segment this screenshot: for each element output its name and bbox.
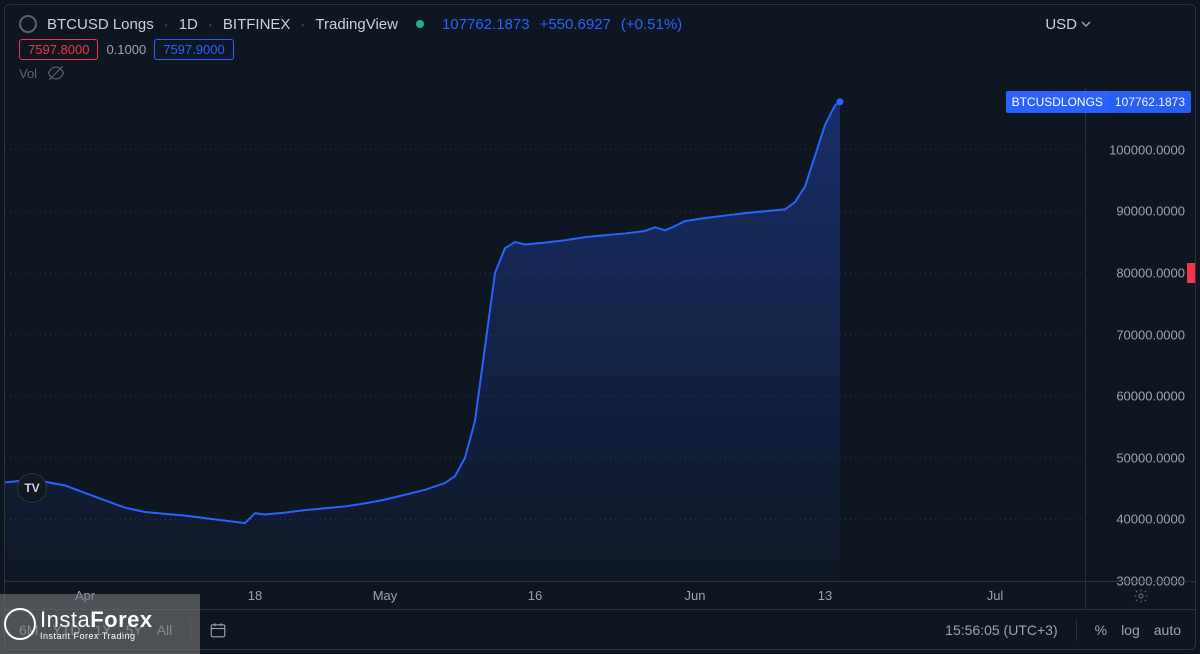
watermark: InstaForex Instant Forex Trading [0,594,200,654]
watermark-brand-b: Forex [90,607,152,632]
chart-svg [5,88,1085,581]
dot-sep: · [300,16,305,33]
bid-price[interactable]: 7597.8000 [19,39,98,60]
y-tick-label: 50000.0000 [1116,450,1185,465]
last-price: 107762.1873 [442,16,530,33]
y-tick-label: 40000.0000 [1116,512,1185,527]
watermark-brand-a: Insta [40,607,90,632]
provider: TradingView [315,16,398,33]
exchange: BITFINEX [223,16,291,33]
y-tick-label: 100000.0000 [1109,142,1185,157]
opt-log[interactable]: log [1121,622,1140,638]
change-abs: +550.6927 [540,16,611,33]
dot-sep: · [208,16,213,33]
clock[interactable]: 15:56:05 (UTC+3) [945,622,1057,638]
x-tick-label: Jul [987,588,1004,603]
divider [1076,619,1077,641]
spread-value: 0.1000 [106,42,146,57]
currency-selector[interactable]: USD [1045,16,1091,33]
x-tick-label: 16 [528,588,542,603]
vol-label: Vol [19,66,37,81]
y-tick-label: 60000.0000 [1116,389,1185,404]
x-tick-label: 18 [248,588,262,603]
x-tick-label: May [373,588,398,603]
gear-icon [1133,588,1149,604]
ask-price[interactable]: 7597.9000 [154,39,233,60]
x-tick-label: 13 [818,588,832,603]
interval[interactable]: 1D [179,16,198,33]
change-pct: (+0.51%) [621,16,682,33]
xaxis-settings[interactable] [1085,582,1195,609]
watermark-circle-icon [4,608,36,640]
eye-off-icon[interactable] [47,64,65,82]
tradingview-logo-icon[interactable]: TV [17,473,47,503]
calendar-icon[interactable] [209,621,227,639]
chevron-down-icon [1081,19,1091,29]
countdown-bar [1187,263,1195,283]
chart-plot[interactable]: TV [5,88,1085,581]
currency-label: USD [1045,16,1077,33]
opt-percent[interactable]: % [1095,622,1107,638]
market-status-icon [416,20,424,28]
x-tick-label: Jun [685,588,706,603]
watermark-tag: Instant Forex Trading [40,631,200,641]
last-value-badge: BTCUSDLONGS107762.1873 [1006,91,1191,113]
symbol-name[interactable]: BTCUSD Longs [47,16,154,33]
y-tick-label: 70000.0000 [1116,327,1185,342]
y-axis[interactable]: 30000.000040000.000050000.000060000.0000… [1085,88,1195,581]
circle-icon [19,15,37,33]
y-tick-label: 90000.0000 [1116,204,1185,219]
dot-sep: · [164,16,169,33]
y-tick-label: 80000.0000 [1116,265,1185,280]
opt-auto[interactable]: auto [1154,622,1181,638]
